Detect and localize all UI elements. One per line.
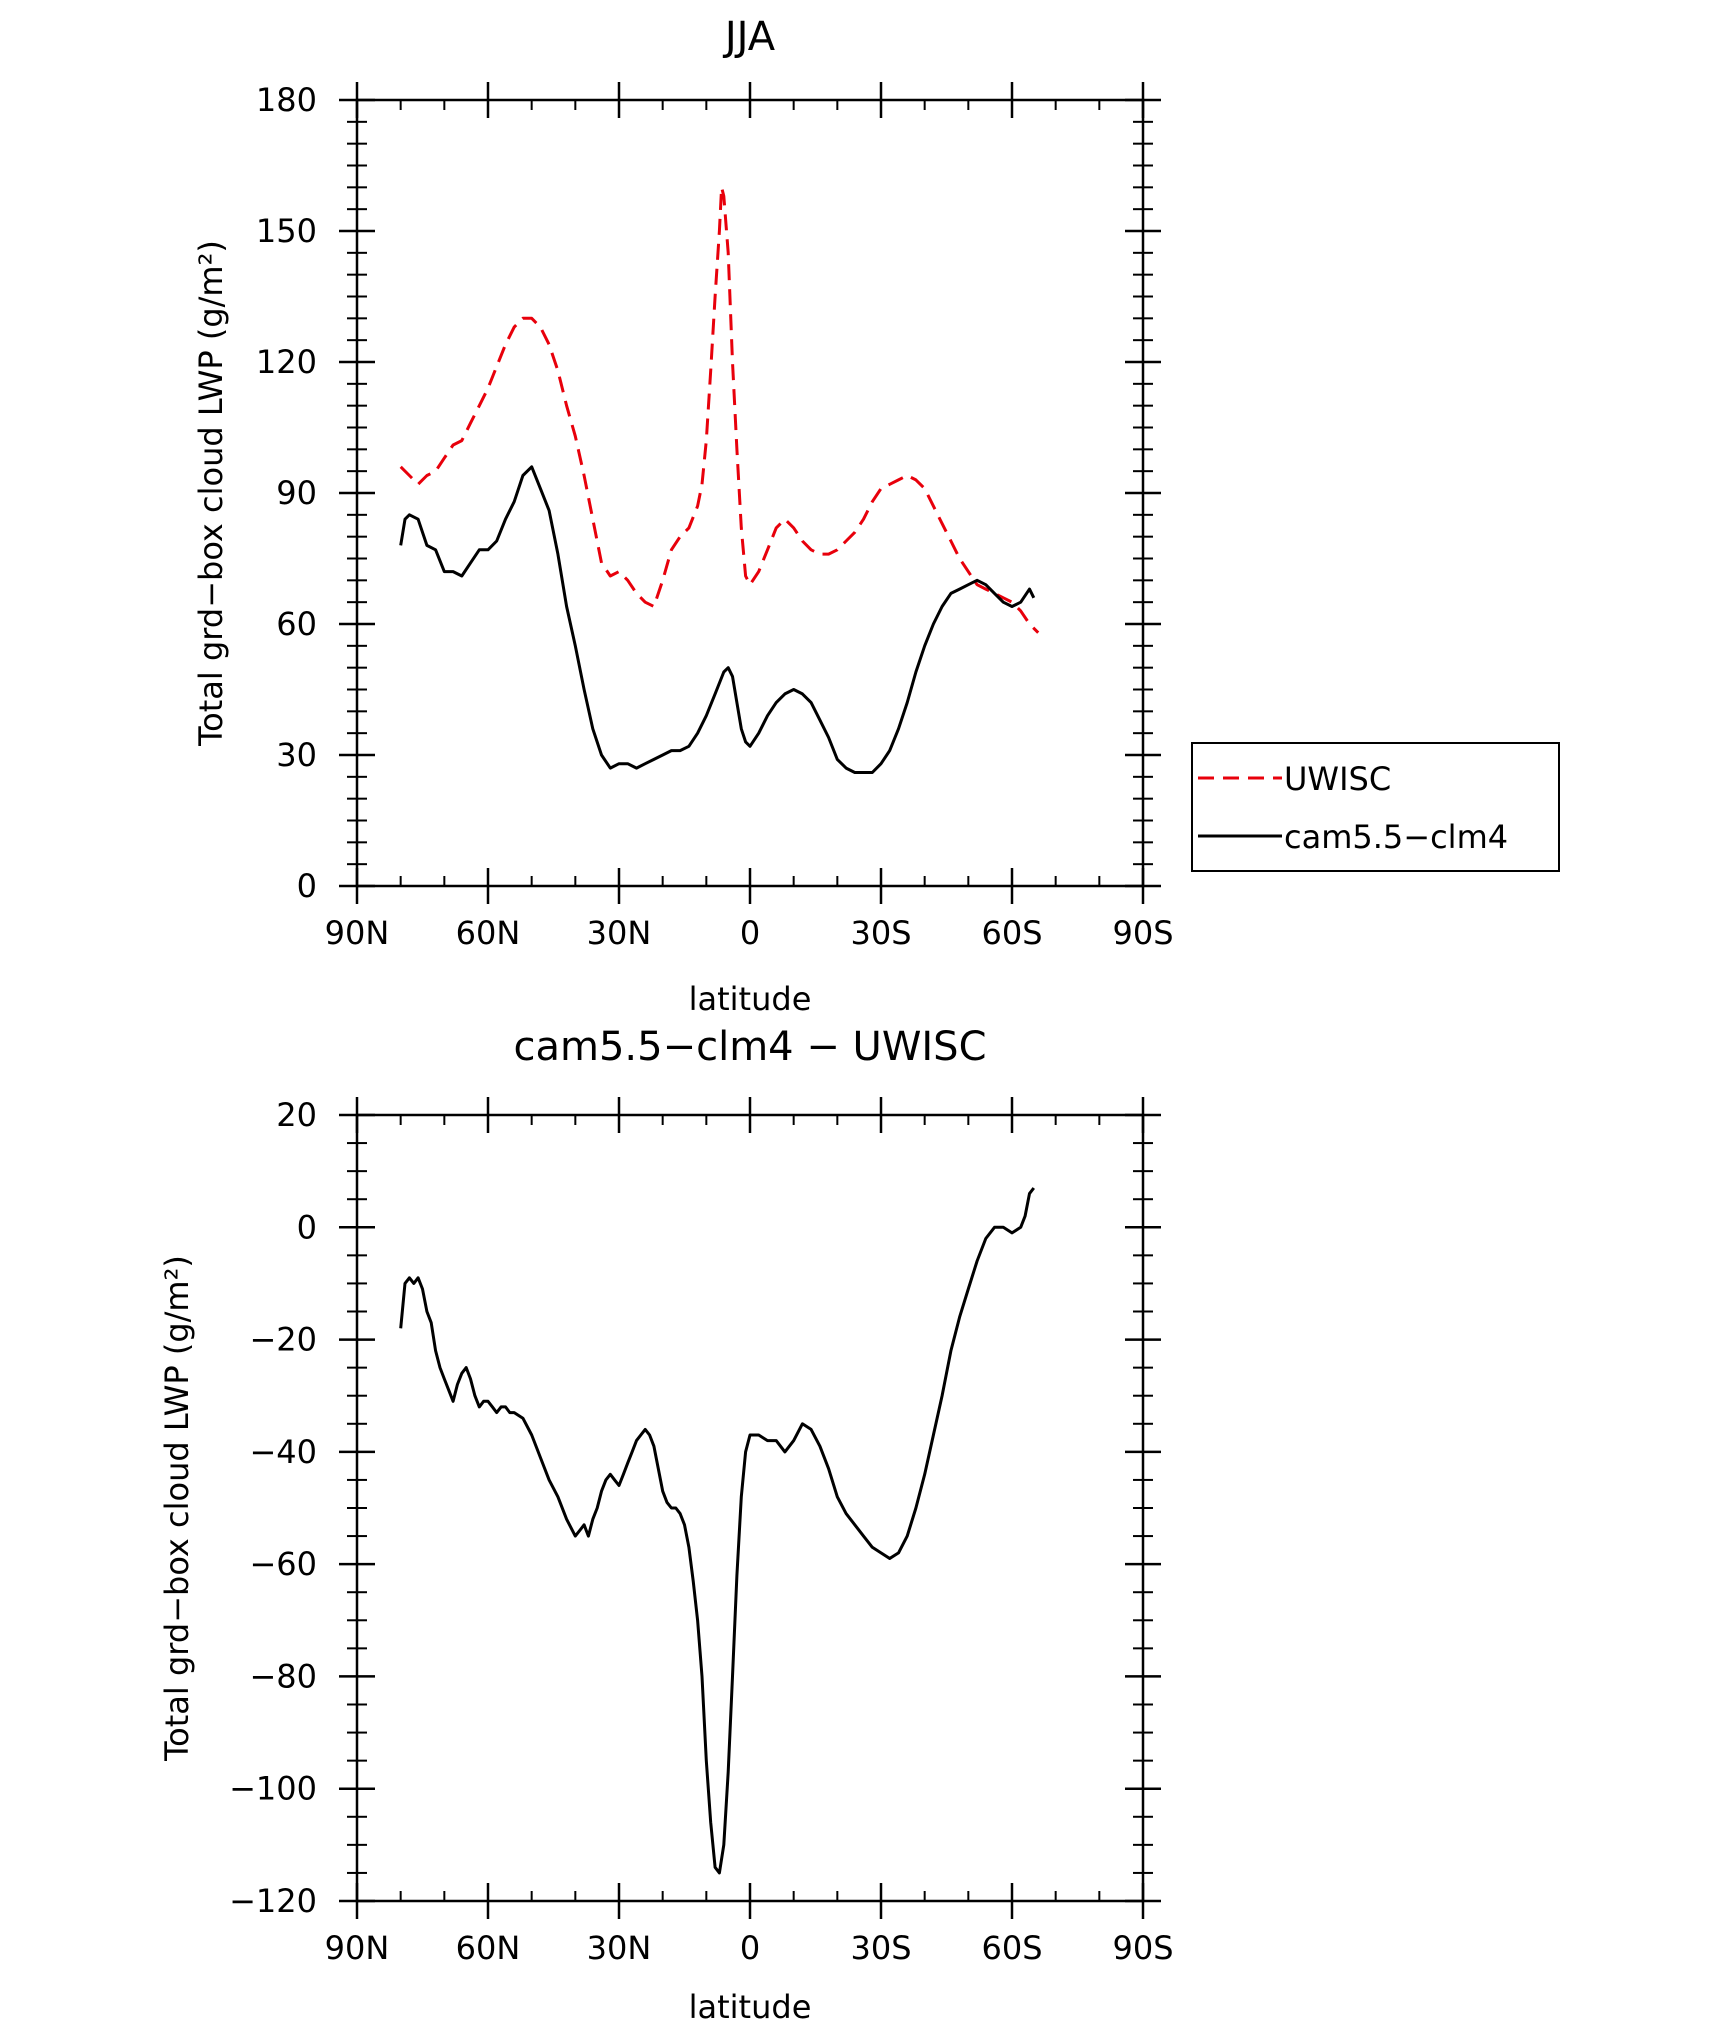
bottom-y-tick-labels: −120 −100 −80 −60 −40 −20 0 20 <box>229 1096 317 1920</box>
top-axis-ticks <box>339 82 1161 904</box>
x-tick-label: 60N <box>456 1929 521 1967</box>
top-x-tick-labels: 90N 60N 30N 0 30S 60S 90S <box>325 914 1174 952</box>
top-plot-frame <box>355 98 1145 888</box>
top-x-axis-label: latitude <box>689 980 812 1018</box>
top-y-axis-label: Total grd−box cloud LWP (g/m²) <box>192 240 230 747</box>
top-legend: UWISC cam5.5−clm4 <box>1191 742 1560 872</box>
series-line-cam5-5-clm4 <box>399 465 1036 774</box>
y-tick-label: 0 <box>297 1208 317 1246</box>
x-tick-label: 90S <box>1112 1929 1173 1967</box>
top-series-lines <box>399 185 1040 774</box>
x-tick-label: 30S <box>850 914 911 952</box>
x-tick-label: 60N <box>456 914 521 952</box>
y-tick-label: 180 <box>256 81 317 119</box>
y-tick-label: −40 <box>249 1433 317 1471</box>
x-tick-label: 90N <box>325 914 390 952</box>
x-tick-label: 90N <box>325 1929 390 1967</box>
bottom-x-tick-labels: 90N 60N 30N 0 30S 60S 90S <box>325 1929 1174 1967</box>
x-tick-label: 60S <box>981 1929 1042 1967</box>
y-tick-label: 120 <box>256 343 317 381</box>
bottom-panel: cam5.5−clm4 − UWISC 90N 60N 30N 0 30S 60S 90S … <box>158 1024 1174 2021</box>
bottom-plot-frame <box>355 1113 1145 1903</box>
bottom-axis-ticks <box>339 1097 1161 1919</box>
bottom-series-lines <box>399 1187 1035 1875</box>
x-tick-label: 30N <box>587 914 652 952</box>
y-tick-label: −60 <box>249 1545 317 1583</box>
x-tick-label: 0 <box>740 914 760 952</box>
y-tick-label: −80 <box>249 1657 317 1695</box>
series-line-uwisc <box>399 185 1040 634</box>
y-tick-label: 30 <box>276 736 317 774</box>
bottom-chart-title: cam5.5−clm4 − UWISC <box>513 1024 986 1070</box>
legend-label-uwisc: UWISC <box>1284 760 1391 798</box>
x-tick-label: 0 <box>740 1929 760 1967</box>
bottom-x-axis-label: latitude <box>689 1988 812 2021</box>
legend-label-cam: cam5.5−clm4 <box>1284 818 1508 856</box>
x-tick-label: 90S <box>1112 914 1173 952</box>
y-tick-label: 150 <box>256 212 317 250</box>
y-tick-label: 90 <box>276 474 317 512</box>
y-tick-label: −120 <box>229 1882 317 1920</box>
top-chart-title: JJA <box>722 14 776 60</box>
bottom-y-axis-label: Total grd−box cloud LWP (g/m²) <box>158 1255 196 1762</box>
y-tick-label: −100 <box>229 1770 317 1808</box>
legend-box <box>1191 742 1560 872</box>
x-tick-label: 30S <box>850 1929 911 1967</box>
x-tick-label: 60S <box>981 914 1042 952</box>
y-tick-label: 60 <box>276 605 317 643</box>
x-tick-label: 30N <box>587 1929 652 1967</box>
top-panel: JJA 90N 60N 30N 0 30S 60S 90S 0 30 60 90 120 150 180… <box>192 14 1560 1018</box>
y-tick-label: 20 <box>276 1096 317 1134</box>
top-y-tick-labels: 0 30 60 90 120 150 180 <box>256 81 317 905</box>
series-line-difference <box>399 1187 1035 1875</box>
y-tick-label: −20 <box>249 1321 317 1359</box>
y-tick-label: 0 <box>297 867 317 905</box>
